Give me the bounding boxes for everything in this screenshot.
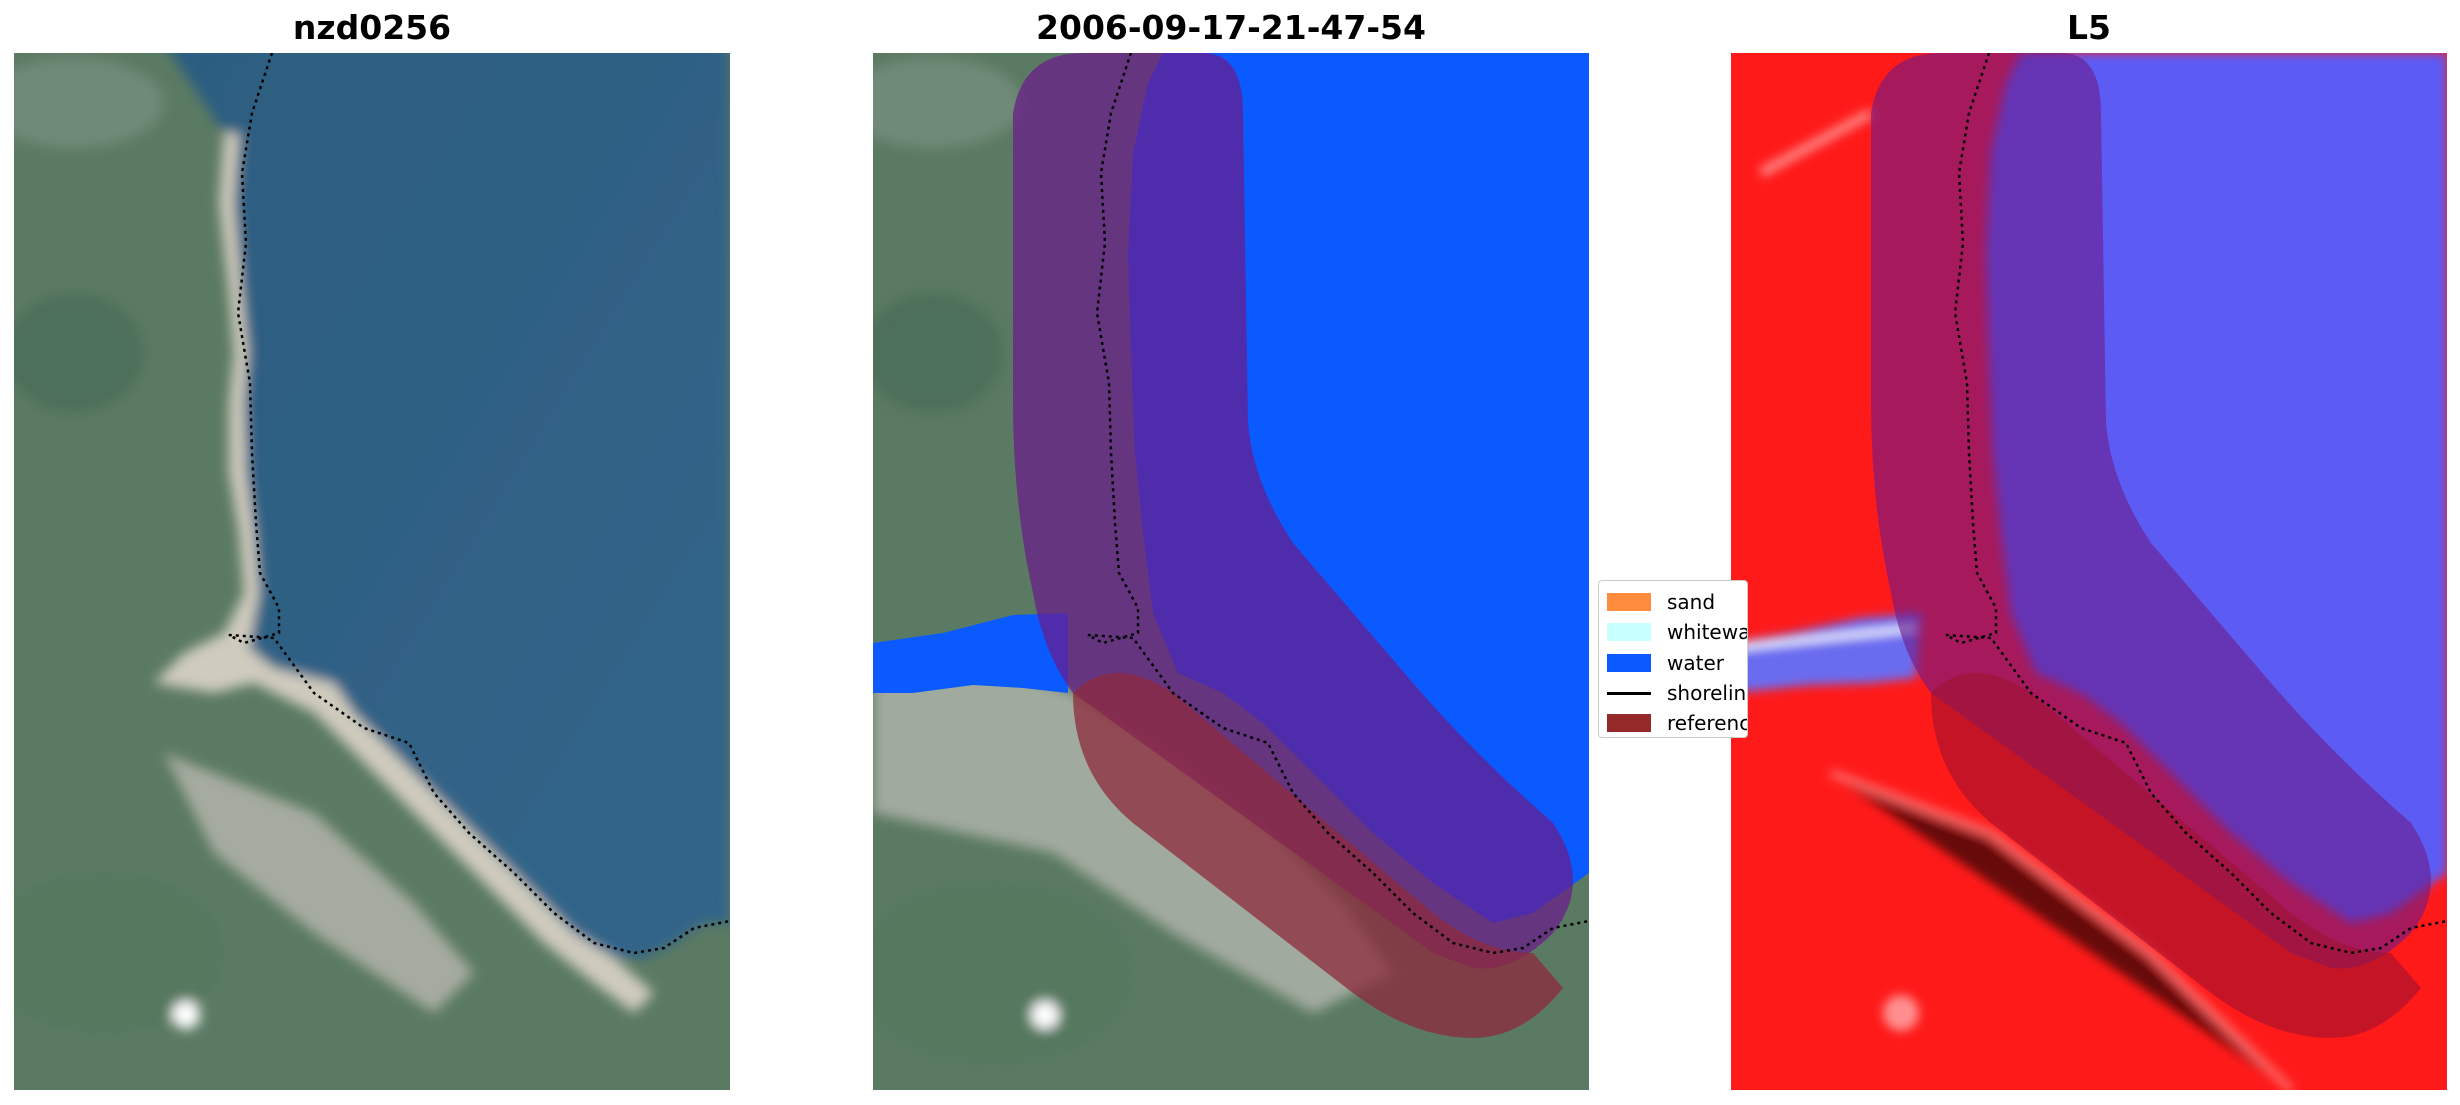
index-image-panel [1731,53,2447,1090]
legend-item-reference-buffer: reference shoreline buffer [1599,708,1747,737]
legend-swatch-sand [1607,593,1651,611]
legend: sand whitewater water shoreline referenc… [1598,580,1748,738]
legend-swatch-whitewater [1607,623,1651,641]
legend-label-reference-buffer: reference shoreline buffer [1667,711,1747,735]
legend-label-water: water [1667,651,1724,675]
legend-item-shoreline: shoreline [1599,678,1747,708]
legend-label-sand: sand [1667,590,1716,614]
rgb-image-panel [14,53,730,1090]
legend-swatch-reference-buffer [1607,714,1651,732]
panel-title-index: L5 [2067,8,2111,47]
legend-label-whitewater: whitewater [1667,620,1748,644]
classified-image [873,53,1589,1090]
panel-title-rgb: nzd0256 [292,8,452,47]
legend-item-sand: sand [1599,587,1747,617]
legend-swatch-water [1607,654,1651,672]
legend-item-whitewater: whitewater [1599,617,1748,647]
panel-title-classified: 2006-09-17-21-47-54 [1036,8,1426,47]
legend-item-water: water [1599,648,1747,678]
legend-line-shoreline [1607,691,1651,695]
rgb-image [14,53,730,1090]
classified-image-panel [873,53,1589,1090]
legend-label-shoreline: shoreline [1667,681,1747,705]
index-image [1731,53,2447,1090]
